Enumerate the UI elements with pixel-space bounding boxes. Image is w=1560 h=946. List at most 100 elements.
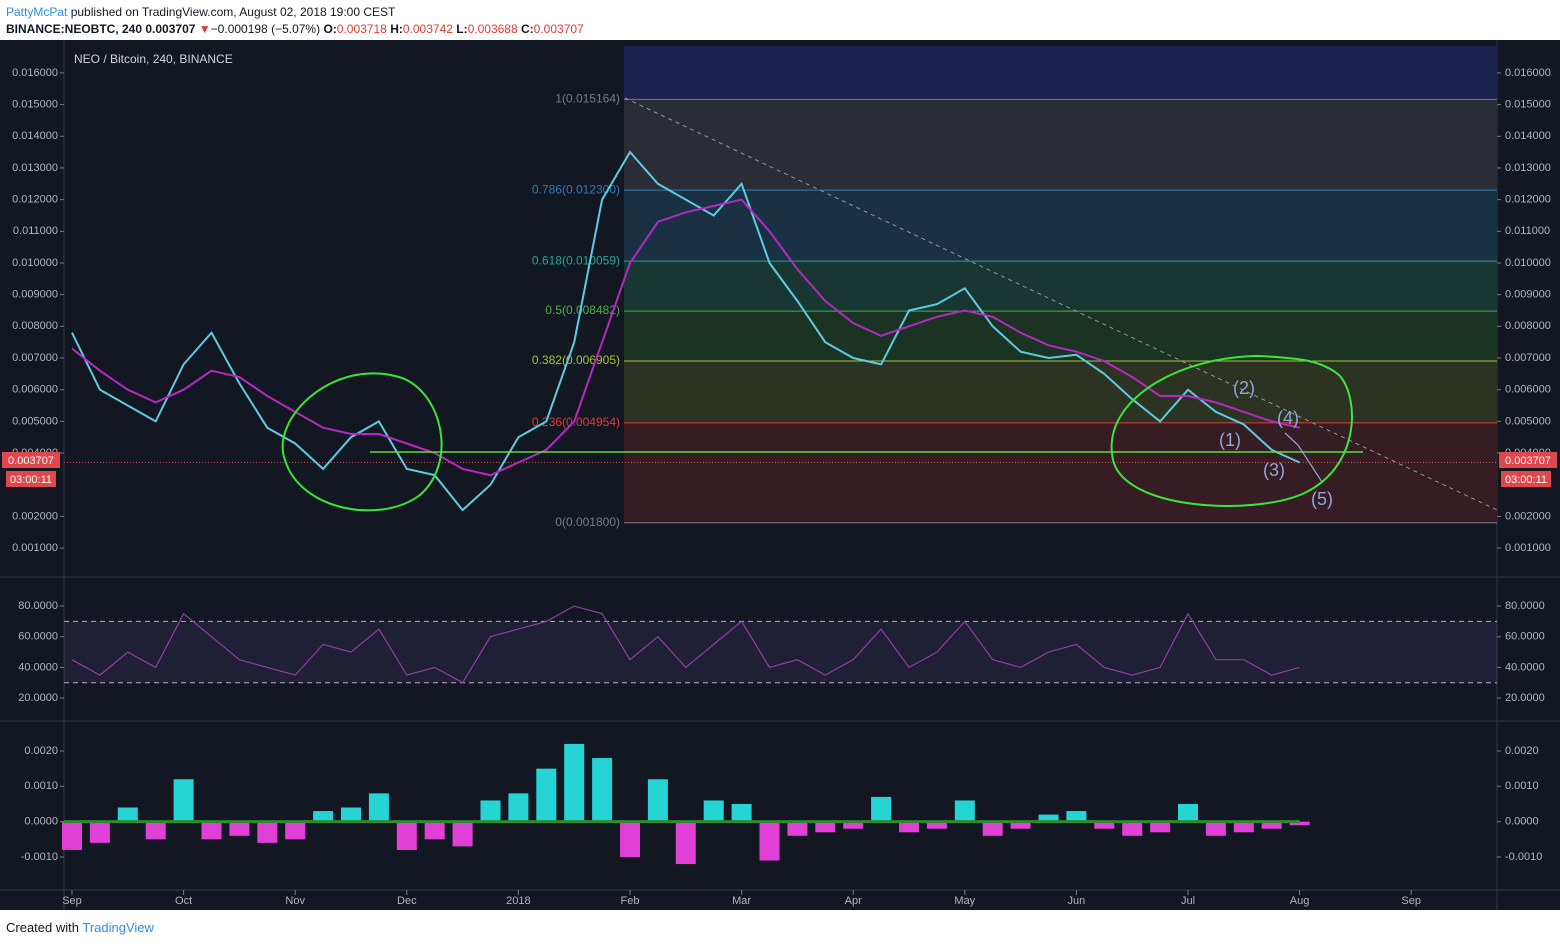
y-tick-label: 0.015000 [1505, 99, 1551, 111]
histogram-bar [1038, 814, 1059, 822]
histogram-bar [815, 821, 836, 833]
y-tick-label: 0.016000 [1505, 67, 1551, 79]
histogram-bar [536, 768, 557, 822]
x-tick-label: Mar [732, 895, 751, 907]
histogram-bar [871, 796, 892, 822]
circle [1110, 355, 1353, 507]
drawings [281, 97, 1498, 512]
fib-zone [624, 361, 1497, 423]
y-tick-label: 0.0020 [1505, 745, 1539, 757]
y-tick-label: 0.002000 [1505, 510, 1551, 522]
x-tick-label: May [954, 895, 975, 907]
wave-path [1284, 432, 1323, 483]
fib-zone [624, 99, 1497, 191]
y-tick-label: 40.0000 [18, 661, 58, 673]
change: −0.000198 (−5.07%) [210, 22, 321, 36]
y-tick-label: 20.0000 [1505, 692, 1545, 704]
histogram-bar [257, 821, 278, 843]
y-tick-label: 0.006000 [1505, 384, 1551, 396]
histogram-bar [285, 821, 306, 840]
histogram-bar [368, 793, 389, 822]
histogram-bar [1010, 821, 1031, 829]
arrow: ▼ [198, 22, 211, 36]
y-tick-label: 0.010000 [12, 257, 58, 269]
x-tick-label: Aug [1290, 895, 1310, 907]
histogram-bar [982, 821, 1003, 836]
histogram-bar [145, 821, 166, 840]
y-tick-label: 0.008000 [12, 320, 58, 332]
created-with: Created with [6, 920, 79, 935]
x-tick-label: Jul [1181, 895, 1195, 907]
histogram-bar [452, 821, 473, 847]
y-tick-label: 0.009000 [1505, 289, 1551, 301]
fib-zone [624, 190, 1497, 262]
chart: 1(0.015164) 0.786(0.012300) 0.618(0.010059… [0, 40, 1560, 910]
countdown: 03:00:11 [10, 474, 52, 486]
x-tick-label: Nov [285, 895, 305, 907]
series-line [71, 150, 1301, 512]
histogram-bar [341, 807, 361, 822]
open: 0.003718 [336, 22, 387, 36]
y-tick-label: 0.0020 [24, 745, 58, 757]
histogram-bar [620, 821, 640, 857]
trend-line [624, 97, 1498, 511]
histogram-bar [1178, 803, 1198, 822]
y-tick-label: 60.0000 [18, 631, 58, 643]
wave-label: (4) [1277, 408, 1299, 428]
histogram-bar [1205, 821, 1226, 836]
fib-zone [624, 311, 1497, 362]
y-tick-label: 20.0000 [18, 692, 58, 704]
price-label-bg [1499, 452, 1557, 468]
high: 0.003742 [402, 22, 453, 36]
fib-zone [624, 261, 1497, 312]
series-line [71, 198, 1300, 477]
user[interactable]: PattyMcPat [6, 5, 68, 19]
histogram-bar [229, 821, 250, 836]
brand[interactable]: TradingView [82, 920, 154, 935]
x-tick-label: Sep [1401, 895, 1421, 907]
histogram-bar [89, 821, 110, 843]
y-tick-label: 0.0000 [1505, 816, 1539, 828]
histogram-bar [1261, 821, 1282, 829]
x-tick-label: Oct [175, 895, 192, 907]
histogram-bar [731, 803, 752, 822]
fib-label: 0.5(0.008482) [545, 303, 620, 317]
y-tick-label: 40.0000 [1505, 661, 1545, 673]
footer: Created with TradingView [6, 920, 154, 935]
y-tick-label: 80.0000 [18, 600, 58, 612]
histogram-bar [62, 821, 82, 850]
fib-label: 0(0.001800) [555, 515, 620, 529]
histogram-bar [313, 811, 334, 822]
y-tick-label: 0.009000 [12, 289, 58, 301]
y-tick-label: 0.007000 [12, 352, 58, 364]
y-tick-label: 0.015000 [12, 99, 58, 111]
x-tick-label: Feb [621, 895, 640, 907]
fib-zone [624, 46, 1497, 100]
low: 0.003688 [467, 22, 518, 36]
x-tick-label: 2018 [506, 895, 530, 907]
chart-title: NEO / Bitcoin, 240, BINANCE [74, 52, 233, 66]
y-tick-label: 0.005000 [12, 415, 58, 427]
y-tick-label: 0.002000 [12, 510, 58, 522]
h-label: H: [390, 22, 403, 36]
last: 0.003707 [145, 22, 196, 36]
fib-label: 0.618(0.010059) [532, 253, 620, 267]
x-tick-label: Sep [62, 895, 82, 907]
histogram-bar [954, 800, 975, 822]
histogram-bar [396, 821, 417, 850]
fib-zone [624, 422, 1497, 523]
fib-label: 0.382(0.006905) [532, 353, 620, 367]
y-tick-label: 0.011000 [13, 225, 58, 237]
y-tick-label: 0.001000 [1505, 542, 1551, 554]
y-tick-label: 0.0000 [24, 816, 58, 828]
histogram-bar [173, 779, 194, 822]
header: PattyMcPat published on TradingView.com,… [6, 4, 584, 38]
histogram-bar [1122, 821, 1143, 836]
rsi-zone [64, 621, 1497, 683]
price-label-bg [2, 452, 60, 468]
x-tick-label: Apr [845, 895, 862, 907]
histogram-bar [926, 821, 947, 829]
y-tick-label: -0.0010 [21, 851, 58, 863]
y-tick-label: 0.012000 [12, 194, 58, 206]
y-tick-label: 0.007000 [1505, 352, 1551, 364]
